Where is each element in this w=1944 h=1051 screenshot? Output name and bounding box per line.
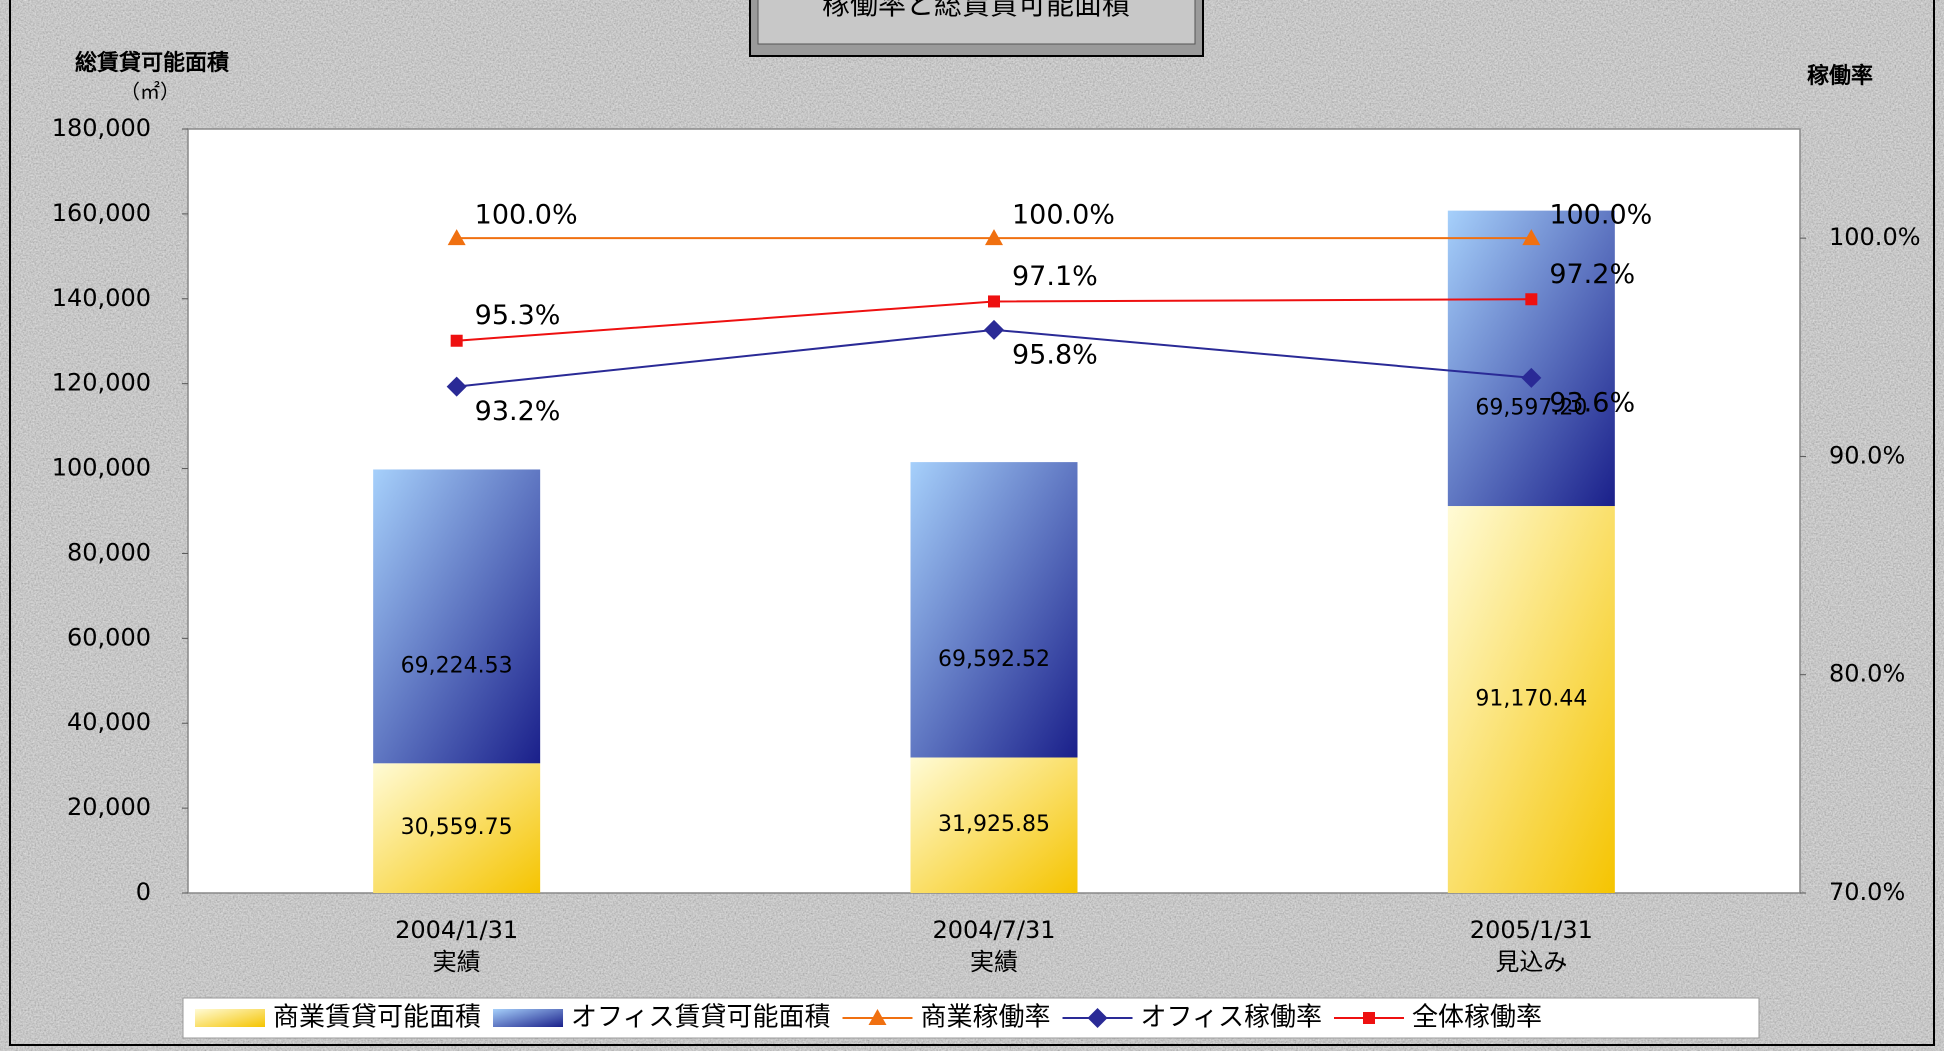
title-box-inner bbox=[757, 0, 1196, 45]
y-tick-label: 140,000 bbox=[52, 284, 151, 312]
line-value-label: 97.1% bbox=[1012, 261, 1098, 292]
y-tick-label: 100,000 bbox=[52, 454, 151, 482]
line-marker bbox=[988, 295, 1000, 308]
y-axis-unit: （㎡） bbox=[120, 80, 180, 104]
x-tick-note: 実績 bbox=[970, 948, 1018, 976]
bar bbox=[1447, 210, 1615, 507]
bar-value-label: 69,224.53 bbox=[401, 653, 513, 678]
legend-label: 全体稼働率 bbox=[1412, 1003, 1542, 1033]
x-tick-label: 2004/1/31 bbox=[395, 916, 518, 944]
y-tick-label: 60,000 bbox=[67, 623, 151, 651]
legend-label: 商業賃貸可能面積 bbox=[273, 1003, 481, 1033]
line-marker bbox=[1525, 293, 1538, 306]
y2-tick-label: 90.0% bbox=[1829, 441, 1905, 469]
line-value-label: 97.2% bbox=[1549, 259, 1635, 290]
line-value-label: 100.0% bbox=[475, 200, 578, 231]
line-marker bbox=[1363, 1012, 1375, 1024]
line-value-label: 100.0% bbox=[1012, 200, 1115, 231]
line-value-label: 100.0% bbox=[1549, 200, 1652, 231]
legend-label: オフィス賃貸可能面積 bbox=[571, 1003, 830, 1033]
y-axis-title: 総賃貸可能面積 bbox=[75, 50, 230, 76]
y2-tick-label: 70.0% bbox=[1829, 878, 1905, 906]
line-value-label: 95.3% bbox=[475, 300, 561, 331]
y2-tick-label: 80.0% bbox=[1829, 660, 1905, 688]
x-tick-note: 見込み bbox=[1495, 948, 1567, 976]
bar-value-label: 91,170.44 bbox=[1475, 687, 1587, 712]
legend-box bbox=[182, 997, 1760, 1039]
line-marker bbox=[868, 1009, 887, 1025]
line-value-label: 93.6% bbox=[1549, 387, 1635, 418]
y-tick-label: 0 bbox=[136, 878, 151, 906]
bar bbox=[910, 757, 1078, 893]
line-value-label: 95.8% bbox=[1012, 339, 1098, 370]
bar bbox=[373, 763, 541, 893]
bar-value-label: 30,559.75 bbox=[401, 815, 513, 840]
y-tick-label: 180,000 bbox=[52, 114, 151, 142]
y-tick-label: 20,000 bbox=[67, 793, 151, 821]
line-marker bbox=[447, 229, 466, 246]
y-tick-label: 80,000 bbox=[67, 538, 151, 566]
line-marker bbox=[1522, 229, 1541, 246]
legend-swatch bbox=[493, 1009, 564, 1027]
bar bbox=[910, 462, 1078, 758]
line-marker bbox=[984, 319, 1004, 340]
bar-value-label: 69,592.52 bbox=[938, 647, 1050, 672]
line-marker bbox=[1087, 1008, 1108, 1028]
y-tick-label: 120,000 bbox=[52, 369, 151, 397]
line-marker bbox=[985, 229, 1003, 246]
legend-swatch bbox=[195, 1009, 265, 1027]
line-marker bbox=[1521, 367, 1542, 388]
legend-label: オフィス稼働率 bbox=[1141, 1003, 1322, 1033]
bar bbox=[373, 469, 541, 764]
line-marker bbox=[450, 334, 463, 347]
bar-value-label: 69,597.20 bbox=[1475, 395, 1587, 420]
line-value-label: 93.2% bbox=[475, 396, 561, 427]
y-tick-label: 40,000 bbox=[67, 708, 151, 736]
y2-tick-label: 100.0% bbox=[1829, 223, 1921, 251]
line-marker bbox=[446, 376, 467, 397]
bar-value-label: 31,925.85 bbox=[938, 812, 1050, 837]
y-tick-label: 160,000 bbox=[52, 199, 151, 227]
chart-title: 稼働率と総賃貸可能面積 bbox=[822, 0, 1130, 21]
y2-axis-title: 稼働率 bbox=[1807, 63, 1873, 89]
x-tick-label: 2005/1/31 bbox=[1470, 916, 1593, 944]
legend-label: 商業稼働率 bbox=[921, 1003, 1051, 1033]
bar bbox=[1447, 506, 1615, 893]
x-tick-note: 実績 bbox=[433, 948, 481, 976]
frame bbox=[9, 0, 1935, 1046]
x-tick-label: 2004/7/31 bbox=[932, 916, 1055, 944]
